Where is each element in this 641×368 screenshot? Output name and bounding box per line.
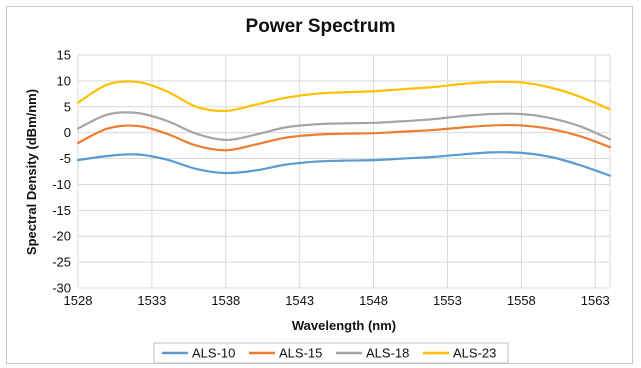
y-tick-label: -20: [52, 229, 71, 244]
y-tick-label: 5: [64, 99, 71, 114]
legend-label-als-23: ALS-23: [453, 346, 496, 361]
legend-label-als-15: ALS-15: [279, 346, 322, 361]
series-lines: [76, 80, 612, 177]
x-tick-label: 1528: [64, 293, 93, 308]
x-tick-label: 1563: [581, 293, 610, 308]
y-tick-label: 10: [57, 73, 71, 88]
y-tick-label: -30: [52, 281, 71, 296]
x-axis-label: Wavelength (nm): [292, 318, 396, 333]
x-tick-label: 1558: [507, 293, 536, 308]
chart-title: Power Spectrum: [245, 16, 396, 37]
legend-label-als-10: ALS-10: [192, 346, 235, 361]
x-tick-label: 1548: [359, 293, 388, 308]
series-line-als-10: [76, 151, 612, 177]
series-line-als-23: [76, 80, 612, 113]
y-tick-label: 0: [64, 125, 71, 140]
legend-box: [153, 342, 509, 364]
series-line-als-15: [76, 123, 612, 152]
y-tick-label: -25: [52, 255, 71, 270]
y-tick-label: 15: [57, 48, 71, 63]
legend-label-als-18: ALS-18: [366, 346, 409, 361]
y-axis-label: Spectral Density (dBm/nm): [24, 89, 39, 255]
x-tick-labels: 1528 1533 1538 1543 1548 1553 1558 1563: [64, 293, 610, 308]
y-tick-label: -5: [59, 151, 71, 166]
legend: ALS-10 ALS-15 ALS-18 ALS-23: [162, 346, 496, 361]
x-tick-label: 1538: [211, 293, 240, 308]
y-tick-label: -10: [52, 177, 71, 192]
plot-area: [78, 55, 610, 288]
x-tick-label: 1543: [285, 293, 314, 308]
x-tick-label: 1553: [433, 293, 462, 308]
y-tick-label: -15: [52, 203, 71, 218]
series-line-als-18: [76, 111, 612, 142]
x-tick-label: 1533: [137, 293, 166, 308]
y-tick-labels: 15 10 5 0 -5 -10 -15 -20 -25 -30: [52, 48, 71, 296]
